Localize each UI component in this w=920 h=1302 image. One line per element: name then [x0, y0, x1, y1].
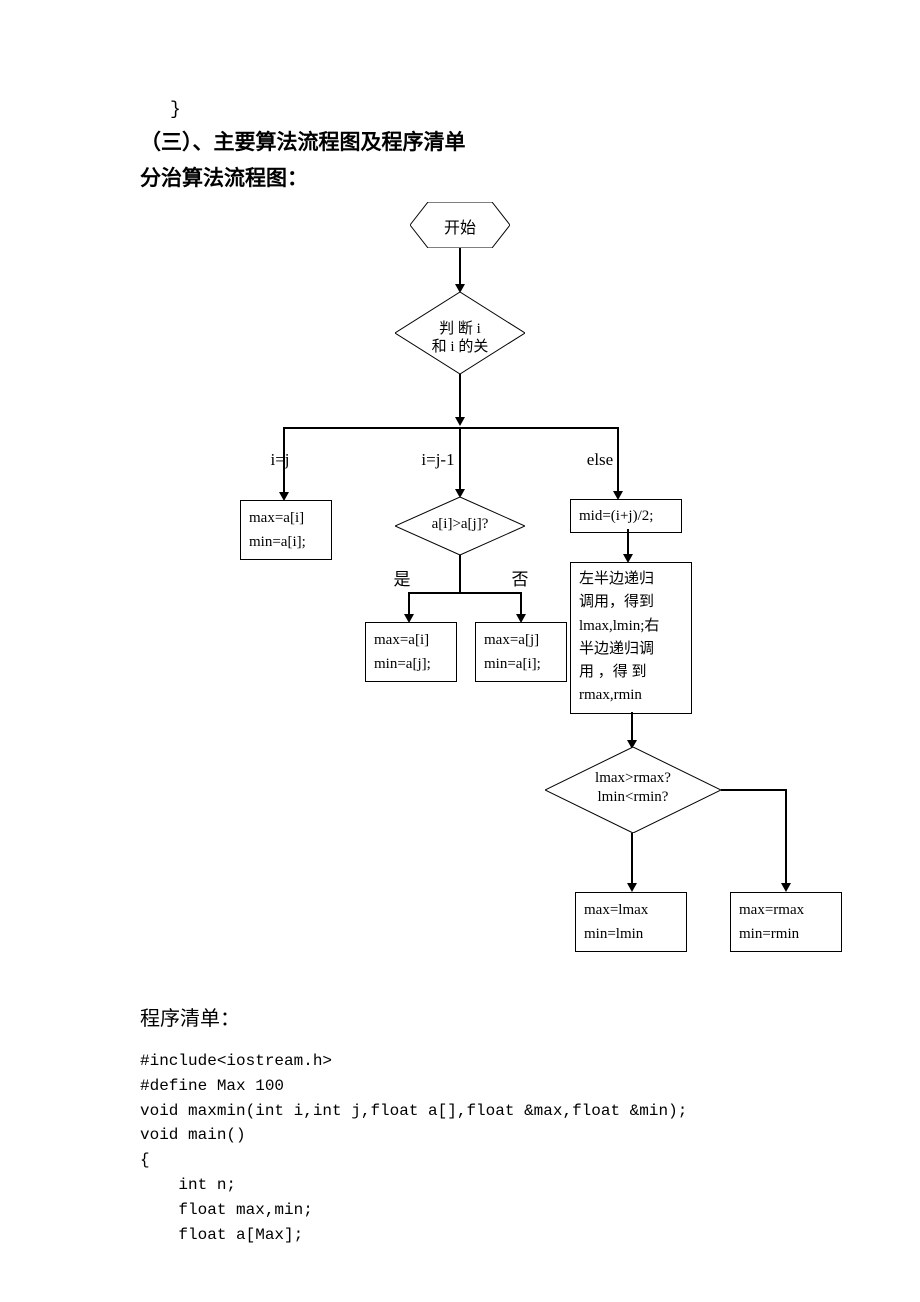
text-line: mid=(i+j)/2;	[579, 504, 673, 528]
text-line: 左半边递归	[579, 568, 683, 591]
branch-label-else: else	[570, 450, 630, 470]
edge	[459, 555, 461, 592]
text-line: min=lmin	[584, 922, 678, 946]
stray-code-fragment: }	[170, 100, 880, 120]
listing-title: 程序清单：	[140, 1002, 880, 1031]
box-lmax: max=lmax min=lmin	[575, 892, 687, 952]
section-heading-2: 分治算法流程图：	[140, 162, 880, 192]
text-line: min=rmin	[739, 922, 833, 946]
text-line: max=a[i]	[374, 628, 448, 652]
cond-lr-text1: lmax>rmax?	[545, 770, 721, 787]
box-yes: max=a[i] min=a[j];	[365, 622, 457, 682]
text-line: rmax,rmin	[579, 684, 683, 707]
text-line: min=a[j];	[374, 652, 448, 676]
judge-text2: 和 i 的关	[395, 335, 525, 356]
text-line: 用 ，得 到	[579, 661, 683, 684]
text-line: max=lmax	[584, 898, 678, 922]
no-label: 否	[500, 565, 540, 590]
edge	[721, 789, 787, 791]
text-line: max=a[j]	[484, 628, 558, 652]
text-line: max=rmax	[739, 898, 833, 922]
edge	[283, 427, 618, 429]
box-no: max=a[j] min=a[i];	[475, 622, 567, 682]
text-line: lmax,lmin;右	[579, 615, 683, 638]
edge	[459, 374, 461, 422]
text-line: max=a[i]	[249, 506, 323, 530]
text-line: min=a[i];	[484, 652, 558, 676]
edge	[459, 248, 461, 286]
text-line: 调用，得到	[579, 591, 683, 614]
code-listing: #include<iostream.h> #define Max 100 voi…	[140, 1049, 880, 1247]
flowchart: 开始 判 断 i 和 i 的关 i=j i=j-1 else max=a[i] …	[140, 202, 860, 972]
branch-label-ij1: i=j-1	[398, 450, 478, 470]
arrowhead-icon	[455, 417, 465, 426]
edge	[631, 833, 633, 887]
start-label: 开始	[410, 214, 510, 238]
arrowhead-icon	[627, 883, 637, 892]
box-recurse: 左半边递归 调用，得到 lmax,lmin;右 半边递归调 用 ，得 到 rma…	[570, 562, 692, 714]
cond-lr-text2: lmin<rmin?	[545, 789, 721, 806]
box-i-eq-j: max=a[i] min=a[i];	[240, 500, 332, 560]
box-mid: mid=(i+j)/2;	[570, 499, 682, 533]
yes-label: 是	[382, 565, 422, 590]
box-rmax: max=rmax min=rmin	[730, 892, 842, 952]
edge	[408, 592, 522, 594]
cond-aij-text: a[i]>a[j]?	[395, 516, 525, 533]
arrowhead-icon	[781, 883, 791, 892]
edge	[627, 529, 629, 557]
text-line: min=a[i];	[249, 530, 323, 554]
text-line: 半边递归调	[579, 638, 683, 661]
branch-label-ij: i=j	[250, 450, 310, 470]
edge	[785, 789, 787, 887]
section-heading-1: （三）、主要算法流程图及程序清单	[140, 126, 880, 156]
